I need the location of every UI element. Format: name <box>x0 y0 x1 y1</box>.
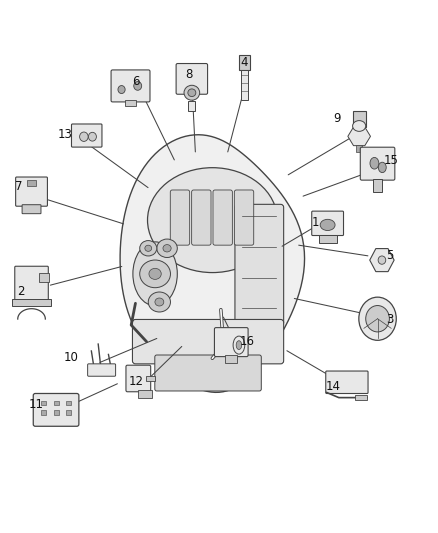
Text: 8: 8 <box>186 68 193 81</box>
Bar <box>373 179 382 192</box>
FancyBboxPatch shape <box>132 319 284 364</box>
FancyBboxPatch shape <box>22 205 41 214</box>
Ellipse shape <box>359 297 396 341</box>
Ellipse shape <box>133 242 177 306</box>
FancyBboxPatch shape <box>213 190 233 245</box>
Ellipse shape <box>155 298 164 306</box>
Bar <box>12 299 51 306</box>
Ellipse shape <box>320 220 335 231</box>
Ellipse shape <box>140 240 157 256</box>
Polygon shape <box>120 135 304 392</box>
Ellipse shape <box>366 305 389 332</box>
Bar <box>138 390 152 398</box>
Bar <box>355 395 367 400</box>
Ellipse shape <box>370 157 379 169</box>
FancyBboxPatch shape <box>326 371 368 393</box>
Bar <box>39 273 49 281</box>
FancyBboxPatch shape <box>155 355 261 391</box>
FancyBboxPatch shape <box>71 124 102 147</box>
Ellipse shape <box>188 89 196 96</box>
Ellipse shape <box>353 120 366 131</box>
Bar <box>27 180 36 187</box>
FancyBboxPatch shape <box>126 365 151 392</box>
Text: 5: 5 <box>386 249 393 262</box>
Ellipse shape <box>145 245 152 252</box>
Ellipse shape <box>134 82 141 90</box>
FancyBboxPatch shape <box>215 328 248 357</box>
Bar <box>53 401 59 406</box>
Text: 15: 15 <box>383 155 398 167</box>
Bar <box>41 410 46 415</box>
Ellipse shape <box>149 268 161 279</box>
FancyBboxPatch shape <box>16 177 47 206</box>
Text: 3: 3 <box>386 313 393 326</box>
Text: 9: 9 <box>333 112 341 125</box>
FancyBboxPatch shape <box>234 190 254 245</box>
Ellipse shape <box>148 168 277 272</box>
Text: 11: 11 <box>28 398 43 410</box>
Text: 1: 1 <box>311 216 319 229</box>
FancyBboxPatch shape <box>192 190 211 245</box>
FancyBboxPatch shape <box>235 204 284 326</box>
Ellipse shape <box>184 85 200 100</box>
Bar <box>188 101 195 111</box>
Bar <box>146 376 155 381</box>
Bar <box>125 100 136 106</box>
Polygon shape <box>370 248 394 272</box>
Text: 7: 7 <box>14 180 22 193</box>
FancyBboxPatch shape <box>176 63 208 94</box>
Ellipse shape <box>378 256 386 264</box>
FancyBboxPatch shape <box>170 190 190 245</box>
FancyBboxPatch shape <box>15 266 48 300</box>
Text: 12: 12 <box>129 375 144 387</box>
Ellipse shape <box>88 132 96 141</box>
Ellipse shape <box>236 341 242 350</box>
Bar <box>353 111 366 127</box>
Text: 16: 16 <box>240 335 254 348</box>
Text: 4: 4 <box>240 56 248 69</box>
Polygon shape <box>348 127 371 146</box>
Bar <box>241 70 248 100</box>
Bar <box>66 410 71 415</box>
Text: 13: 13 <box>57 128 72 141</box>
Bar <box>319 235 336 243</box>
Bar <box>225 355 237 363</box>
Bar <box>239 55 250 70</box>
Ellipse shape <box>80 132 88 141</box>
Bar <box>356 145 362 152</box>
Ellipse shape <box>163 245 171 252</box>
Text: 10: 10 <box>64 351 78 364</box>
Bar <box>41 401 46 406</box>
Ellipse shape <box>157 239 177 257</box>
Text: 6: 6 <box>132 75 140 87</box>
Ellipse shape <box>233 336 245 354</box>
FancyBboxPatch shape <box>360 147 395 180</box>
FancyBboxPatch shape <box>88 364 116 376</box>
Ellipse shape <box>148 292 170 312</box>
Text: 14: 14 <box>325 381 340 393</box>
FancyBboxPatch shape <box>312 211 343 236</box>
Bar <box>53 410 59 415</box>
Ellipse shape <box>118 86 125 93</box>
Ellipse shape <box>378 162 386 173</box>
Bar <box>66 401 71 406</box>
Ellipse shape <box>140 260 170 288</box>
FancyBboxPatch shape <box>111 70 150 102</box>
FancyBboxPatch shape <box>33 393 79 426</box>
Text: 2: 2 <box>17 285 25 297</box>
